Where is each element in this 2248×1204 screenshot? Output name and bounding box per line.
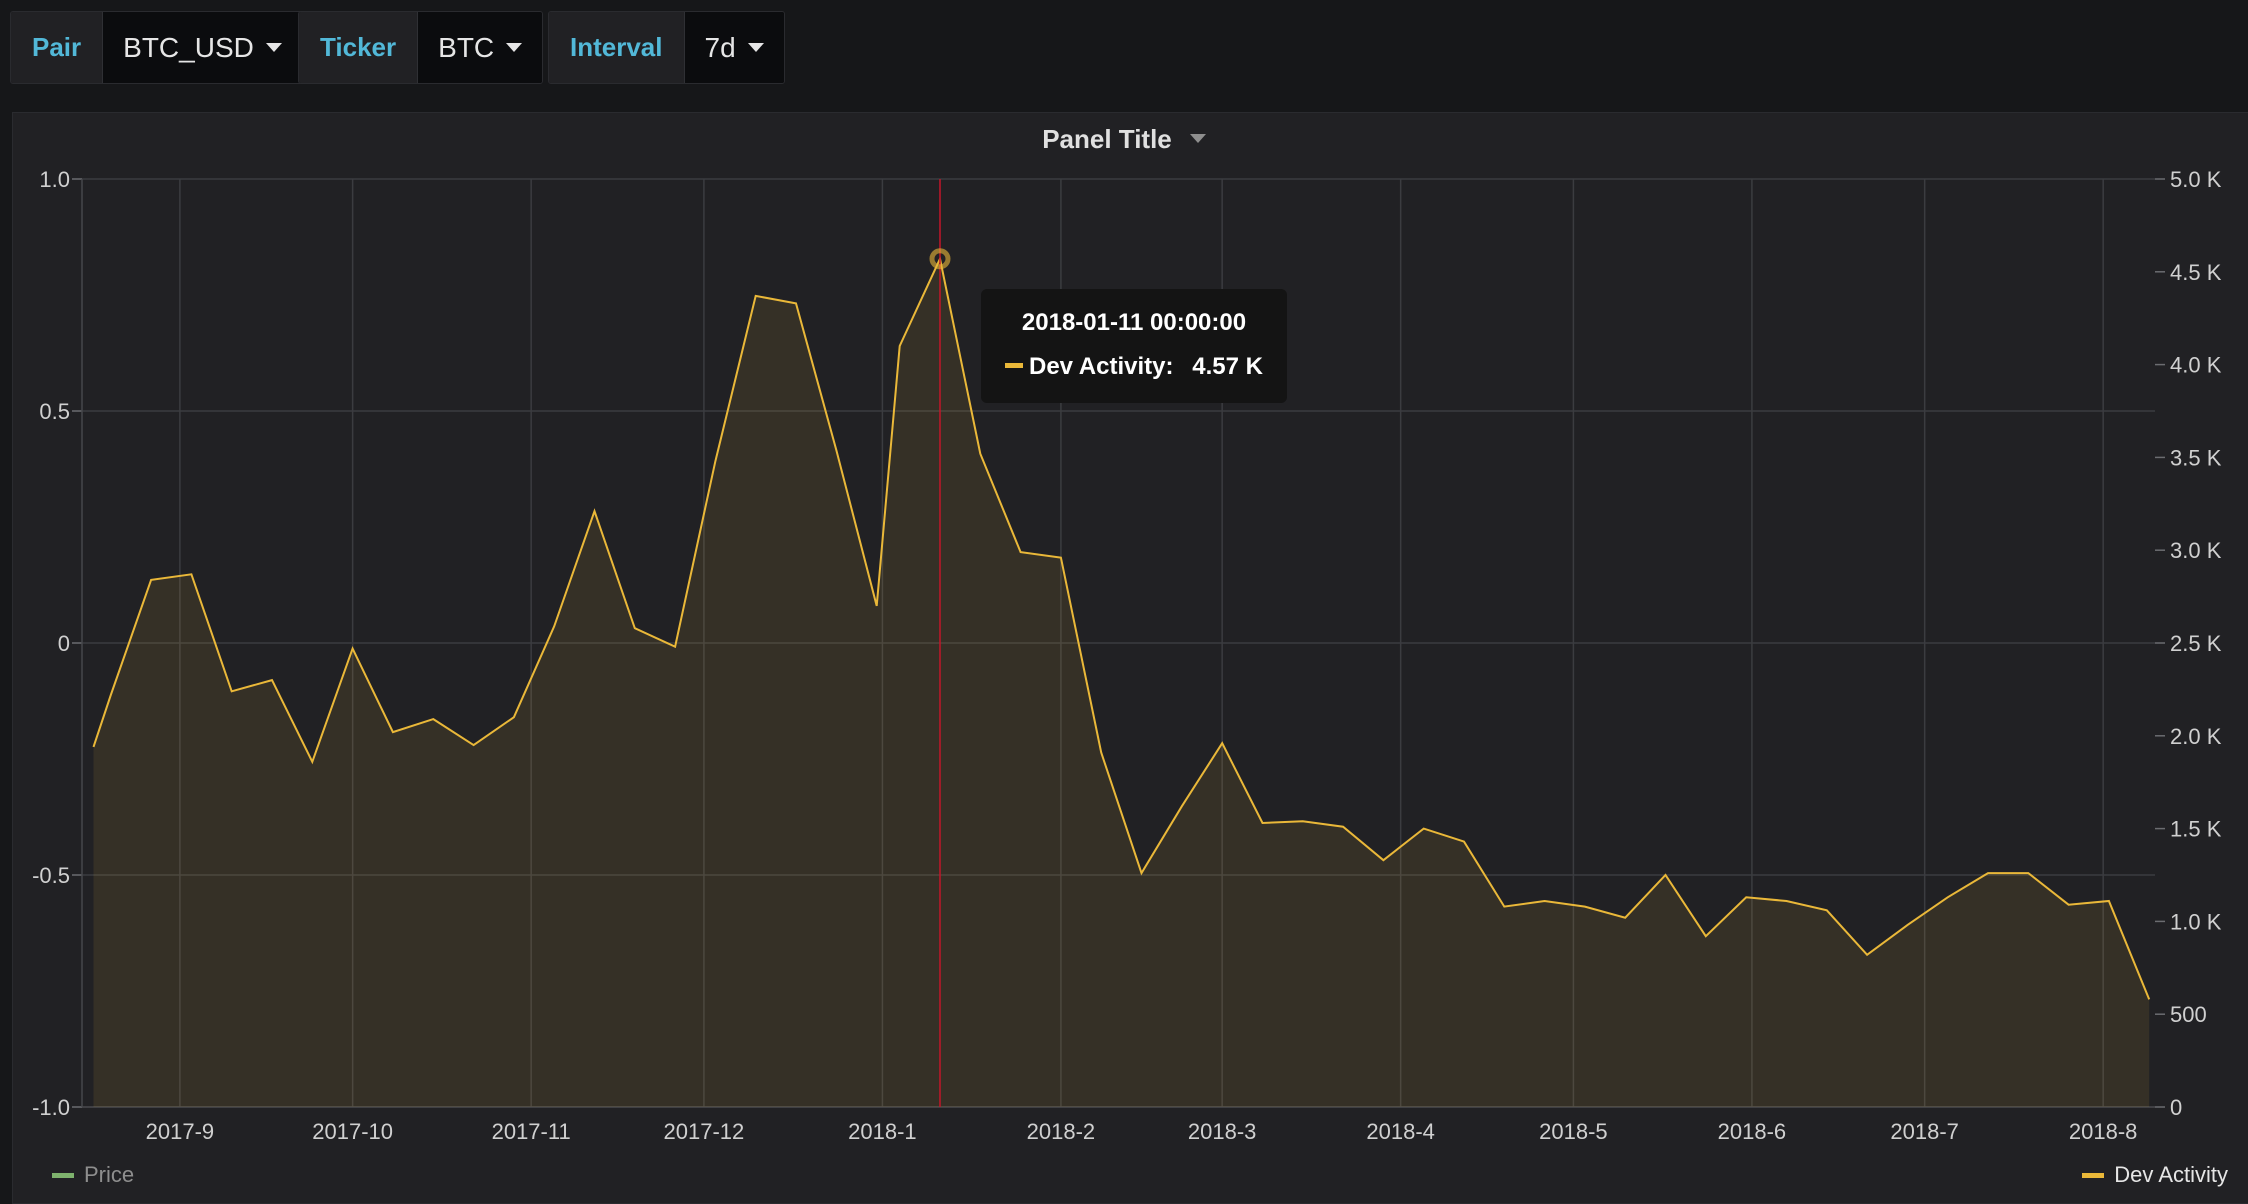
graph-tooltip: 2018-01-11 00:00:00 Dev Activity: 4.57 K — [981, 289, 1287, 403]
x-tick-label: 2017-9 — [146, 1119, 215, 1144]
caret-down-icon — [506, 43, 523, 52]
interval-value: 7d — [704, 31, 736, 63]
panel-title[interactable]: Panel Title — [0, 124, 2248, 155]
tooltip-time: 2018-01-11 00:00:00 — [1021, 309, 1247, 336]
variables-bar: Pair BTC_USD Ticker BTC Interval 7d — [0, 0, 2248, 110]
x-tick-label: 2017-11 — [492, 1119, 571, 1144]
legend-item-dev-activity[interactable]: Dev Activity — [2082, 1162, 2228, 1188]
y-right-tick-label: 1.5 K — [2170, 817, 2222, 842]
y-right-tick-label: 1.0 K — [2170, 909, 2222, 934]
x-tick-label: 2018-1 — [848, 1119, 917, 1144]
caret-down-icon — [265, 43, 282, 52]
y-left-tick-label: -0.5 — [32, 863, 70, 888]
panel-title-text: Panel Title — [1042, 124, 1172, 154]
x-tick-label: 2018-2 — [1027, 1119, 1096, 1144]
y-right-tick-label: 3.5 K — [2170, 445, 2222, 470]
interval-variable[interactable]: Interval 7d — [548, 11, 785, 84]
y-right-tick-label: 5.0 K — [2170, 167, 2222, 192]
tooltip-series-name: Dev Activity: — [1029, 353, 1174, 380]
dev-activity-swatch — [2082, 1172, 2105, 1178]
y-left-tick-label: 0.5 — [39, 399, 70, 424]
x-tick-label: 2017-10 — [312, 1119, 393, 1144]
pair-variable[interactable]: Pair BTC_USD — [10, 11, 303, 84]
interval-label: Interval — [549, 12, 684, 83]
x-tick-label: 2018-7 — [1890, 1119, 1959, 1144]
dev-activity-area — [93, 258, 2150, 1107]
ticker-dropdown[interactable]: BTC — [417, 12, 543, 83]
y-left-tick-label: 1.0 — [39, 167, 70, 192]
y-right-tick-label: 4.5 K — [2170, 260, 2222, 285]
legend-dev-activity-label: Dev Activity — [2114, 1162, 2228, 1187]
pair-value: BTC_USD — [123, 31, 254, 63]
y-right-tick-label: 3.0 K — [2170, 538, 2222, 563]
x-tick-label: 2018-4 — [1366, 1119, 1435, 1144]
price-swatch — [52, 1172, 74, 1178]
x-tick-label: 2018-3 — [1188, 1119, 1257, 1144]
y-left-tick-label: -1.0 — [32, 1095, 70, 1120]
ticker-variable[interactable]: Ticker BTC — [298, 11, 544, 84]
x-tick-label: 2018-6 — [1718, 1119, 1787, 1144]
x-tick-label: 2018-5 — [1539, 1119, 1608, 1144]
ticker-label: Ticker — [299, 12, 418, 83]
x-tick-label: 2017-12 — [664, 1119, 745, 1144]
y-right-tick-label: 2.5 K — [2170, 631, 2222, 656]
tooltip-value: 4.57 K — [1192, 353, 1263, 380]
legend-price-label: Price — [84, 1162, 135, 1187]
x-tick-label: 2018-8 — [2069, 1119, 2138, 1144]
ticker-value: BTC — [438, 31, 495, 63]
caret-down-icon — [747, 43, 764, 52]
dev-activity-line — [92, 255, 2151, 1000]
y-right-tick-label: 2.0 K — [2170, 724, 2222, 749]
y-right-tick-label: 500 — [2170, 1002, 2207, 1027]
caret-down-icon — [1189, 133, 1206, 143]
pair-label: Pair — [11, 12, 103, 83]
interval-dropdown[interactable]: 7d — [683, 12, 784, 83]
tooltip-row: Dev Activity: 4.57 K — [1005, 353, 1275, 381]
pair-dropdown[interactable]: BTC_USD — [102, 12, 302, 83]
hover-point — [929, 248, 951, 270]
y-right-tick-label: 0 — [2170, 1095, 2182, 1120]
legend-item-price[interactable]: Price — [52, 1162, 134, 1188]
y-left-tick-label: 0 — [58, 631, 70, 656]
y-right-tick-label: 4.0 K — [2170, 353, 2222, 378]
series-swatch — [1005, 363, 1023, 369]
